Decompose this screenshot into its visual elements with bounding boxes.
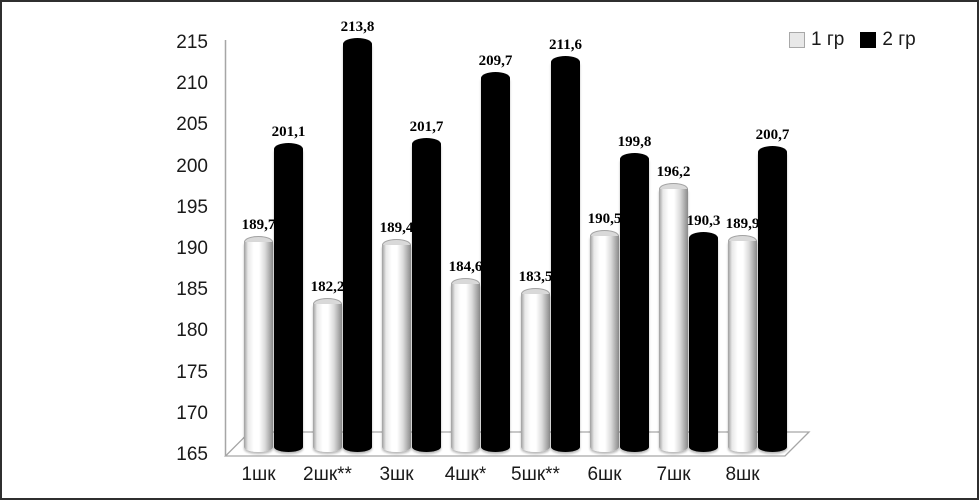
legend-label-series2: 2 гр (882, 29, 916, 50)
bar-value-label: 184,6 (448, 259, 483, 276)
x-axis-label-2шк**: 2шк** (303, 464, 352, 485)
legend-swatch-series1 (789, 32, 805, 48)
y-tick-label: 200 (176, 155, 208, 177)
y-tick-label: 170 (176, 402, 208, 424)
cylinder-body (758, 151, 787, 452)
cylinder-bar-series2-7шк (689, 231, 718, 452)
cylinder-body (590, 235, 619, 452)
cylinder-body (481, 77, 510, 452)
cylinder-body (412, 143, 441, 452)
cylinder-bar-series2-2шк** (343, 37, 372, 452)
cylinder-bar-series1-5шк** (521, 287, 550, 452)
cylinder-bar-series1-4шк* (451, 278, 480, 452)
cylinder-body (451, 284, 480, 452)
y-tick-label: 210 (176, 73, 208, 95)
cylinder-bar-series2-5шк** (551, 56, 580, 452)
bar-value-label: 182,2 (310, 279, 345, 296)
x-axis-label-1шк: 1шк (241, 464, 276, 485)
legend-swatch-series2 (860, 32, 877, 48)
cylinder-bar-series2-4шк* (481, 71, 510, 452)
legend: 1 гр 2 гр (789, 29, 916, 51)
cylinder-bar-series2-1шк (274, 142, 303, 452)
bar-value-label: 200,7 (755, 126, 790, 143)
cylinder-body (659, 188, 688, 452)
y-tick-label: 185 (176, 279, 208, 301)
cylinder-bar-series1-7шк (659, 182, 688, 452)
cylinder-bar-series1-1шк (244, 236, 273, 452)
y-tick-label: 205 (176, 114, 208, 136)
y-tick-label: 180 (176, 320, 208, 342)
cylinder-body (343, 43, 372, 452)
cylinder-body (689, 237, 718, 452)
cylinder-body (521, 293, 550, 452)
y-tick-label: 165 (176, 444, 208, 465)
cylinder-body (274, 148, 303, 452)
bar-value-label: 190,3 (686, 212, 721, 229)
y-tick-label: 190 (176, 238, 208, 259)
y-tick-label: 195 (176, 196, 208, 218)
cylinder-body (313, 304, 342, 452)
cylinder-bar-series1-2шк** (313, 298, 342, 452)
cylinder-body (244, 242, 273, 452)
bar-value-label: 189,4 (379, 219, 414, 236)
cylinder-bar-series2-3шк (412, 137, 441, 452)
legend-item-2: 2 гр (860, 29, 916, 51)
bar-value-label: 189,9 (725, 215, 760, 232)
x-axis-label-4шк*: 4шк* (444, 464, 487, 485)
bar-value-label: 209,7 (478, 52, 513, 69)
bar-value-label: 189,7 (241, 217, 276, 234)
cylinder-bar-series2-8шк (758, 145, 787, 452)
x-axis-label-3шк: 3шк (379, 464, 414, 485)
cylinder-body (728, 240, 757, 452)
bar-value-label: 211,6 (549, 37, 582, 54)
y-tick-label: 215 (176, 32, 208, 53)
y-tick-label: 175 (176, 361, 208, 383)
cylinder-bar-series1-8шк (728, 234, 757, 452)
cylinder-bar-series1-3шк (382, 238, 411, 452)
bar-value-label: 196,2 (656, 163, 691, 180)
cylinder-bar-series1-6шк (590, 229, 619, 452)
bar-value-label: 201,7 (409, 118, 444, 135)
bar-value-label: 201,1 (271, 123, 306, 140)
bar-value-label: 199,8 (617, 134, 652, 151)
bar-value-label: 190,5 (587, 210, 622, 227)
x-axis-label-8шк: 8шк (725, 464, 760, 485)
x-axis-label-7шк: 7шк (656, 464, 691, 485)
bar-value-label: 183,5 (518, 268, 553, 285)
cylinder-body (620, 159, 649, 452)
cylinder-bar-series2-6шк (620, 153, 649, 452)
bar-value-label: 213,8 (340, 18, 375, 35)
legend-label-series1: 1 гр (811, 29, 845, 50)
cylinder-body (382, 244, 411, 452)
x-axis-label-6шк: 6шк (587, 464, 622, 485)
cylinder-body (551, 62, 580, 452)
x-axis-label-5шк**: 5шк** (511, 464, 560, 485)
legend-item-1: 1 гр (789, 29, 844, 51)
